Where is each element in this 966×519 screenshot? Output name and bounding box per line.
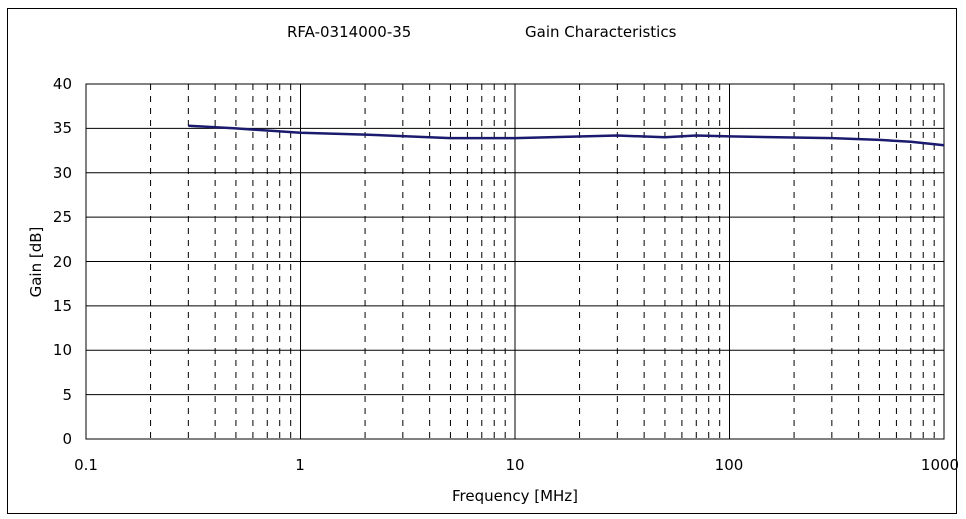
- y-tick-label: 0: [62, 430, 72, 448]
- chart-subtitle: Gain Characteristics: [525, 23, 677, 41]
- gain-series-line: [188, 124, 945, 147]
- x-tick-label: 1000: [920, 456, 960, 474]
- x-axis-label: Frequency [MHz]: [451, 487, 579, 505]
- x-tick-label: 100: [714, 456, 744, 474]
- y-tick-label: 25: [52, 208, 72, 226]
- y-tick-label: 30: [52, 164, 72, 182]
- y-tick-label: 40: [52, 75, 72, 93]
- x-tick-label: 1: [295, 456, 305, 474]
- plot-border: [85, 83, 945, 440]
- x-tick-label: 10: [505, 456, 525, 474]
- y-tick-label: 5: [62, 386, 72, 404]
- chart-title: RFA-0314000-35: [287, 23, 412, 41]
- y-tick-label: 35: [52, 119, 72, 137]
- y-tick-label: 20: [52, 253, 72, 271]
- y-tick-label: 15: [52, 297, 72, 315]
- x-tick-label: 0.1: [74, 456, 98, 474]
- y-tick-label: 10: [52, 341, 72, 359]
